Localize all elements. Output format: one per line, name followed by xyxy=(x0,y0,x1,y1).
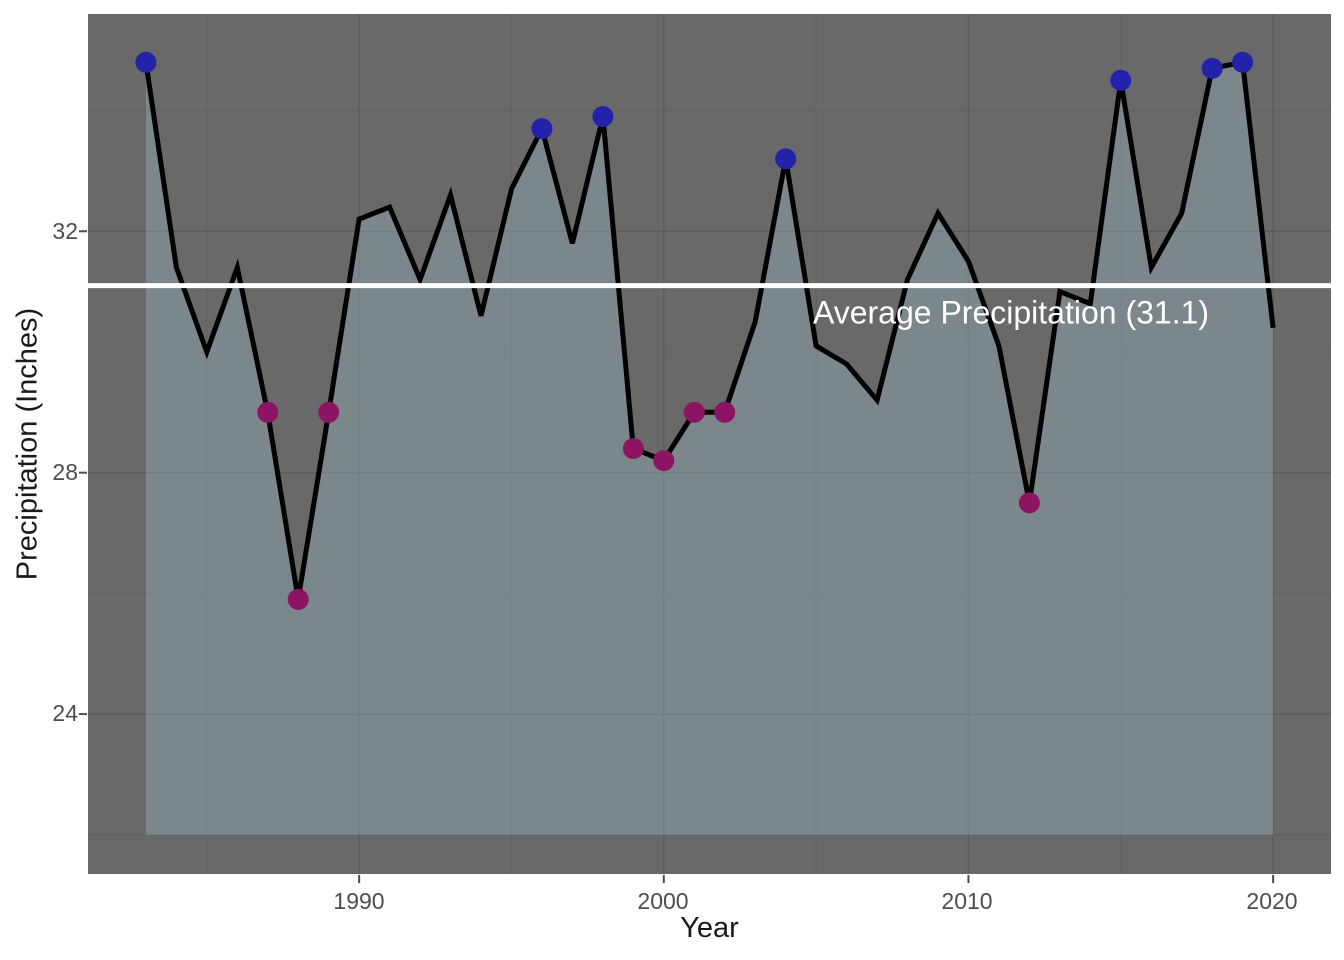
low-precipitation-point xyxy=(257,401,279,423)
y-tick-label-32: 32 xyxy=(52,218,78,244)
x-tick-label-2000: 2000 xyxy=(637,888,689,914)
x-axis-title: Year xyxy=(680,912,739,944)
high-precipitation-point xyxy=(1110,69,1132,91)
high-precipitation-point xyxy=(531,118,553,140)
low-precipitation-point xyxy=(714,401,736,423)
x-tick-label-2010: 2010 xyxy=(941,888,993,914)
low-precipitation-point xyxy=(318,401,340,423)
low-precipitation-point xyxy=(287,588,309,610)
y-axis-title: Precipitation (Inches) xyxy=(11,307,44,581)
x-tick-label-1990: 1990 xyxy=(333,888,385,914)
y-tick-label-28: 28 xyxy=(52,459,78,485)
precipitation-area xyxy=(145,62,1274,835)
low-precipitation-point xyxy=(653,450,675,472)
average-line-label: Average Precipitation (31.1) xyxy=(812,294,1210,331)
y-tick-label-24: 24 xyxy=(52,700,78,726)
high-precipitation-point xyxy=(1201,57,1223,79)
x-tick-label-2020: 2020 xyxy=(1246,888,1298,914)
high-precipitation-point xyxy=(1232,51,1254,73)
low-precipitation-point xyxy=(683,401,705,423)
high-precipitation-point xyxy=(775,148,797,170)
low-precipitation-point xyxy=(1018,492,1040,514)
plot-panel xyxy=(88,14,1331,874)
precipitation-line xyxy=(143,59,1276,600)
high-precipitation-point xyxy=(592,106,614,128)
low-precipitation-point xyxy=(622,438,644,460)
high-precipitation-point xyxy=(135,51,157,73)
